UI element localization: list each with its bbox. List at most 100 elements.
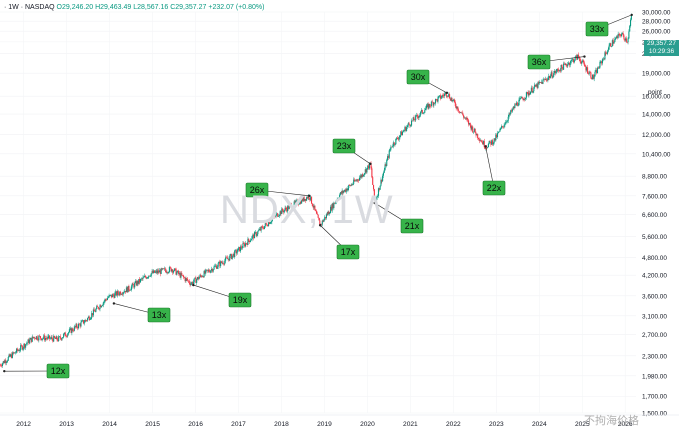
candle-body [431,101,433,103]
candle-body [236,251,238,254]
candle-body [620,35,622,37]
footer-watermark: 不拘海价格 [584,415,639,427]
annotation-arrow-tip [445,91,449,95]
x-tick-label: 2016 [188,421,203,428]
candle-body [77,323,80,329]
candle-body [429,103,431,106]
annotation-arrow-tip [308,194,311,197]
candle-body [609,43,611,46]
candle-body [316,213,318,215]
candle-body [517,105,519,106]
candle-body [403,130,405,132]
candle-body [4,360,6,364]
annotation-label: 12x [51,366,66,376]
annotation-badge [400,218,424,234]
candle-body [147,277,149,278]
candle-body [305,198,307,201]
candle-body [3,361,5,364]
candle-body [466,117,468,120]
candle-body [553,70,556,74]
candle-body [249,240,251,243]
candle-body [61,338,63,340]
y-tick-label: 1,980.00 [642,373,667,380]
candle-body [620,34,623,37]
candle-body [70,328,72,333]
candle-body [210,270,212,273]
x-tick-label: 2025 [575,421,590,428]
candle-body [362,174,364,177]
annotation-arrow-tip [583,55,586,58]
candle-body [368,162,370,169]
candle-body [192,281,194,285]
candle-body [247,238,249,245]
candle-body [115,291,117,294]
candle-body [534,84,537,87]
y-tick-label: 16,000.00 [642,94,671,101]
candle-body [560,65,562,72]
candle-body [629,26,631,32]
candle-body [125,290,127,293]
candle-body [103,301,105,303]
candle-body [508,113,510,117]
candle-body [527,92,529,96]
candle-body [104,299,106,302]
y-tick-label: 1,500.00 [642,411,667,418]
candle-body [387,156,389,158]
candle-body [88,316,90,320]
candle-body [501,126,503,129]
candle-body [189,283,191,285]
candle-body [101,305,103,308]
candle-body [106,297,108,301]
ohlc-legend: · 1W · NASDAQ O29,246.20 H29,463.49 L28,… [4,4,264,11]
candle-body [513,106,515,109]
candle-body [344,189,346,192]
candle-body [454,102,456,107]
candle-body [244,243,246,247]
y-tick-label: 7,600.00 [642,193,667,200]
candle-body [220,261,223,263]
candle-body [521,97,523,99]
x-tick-label: 2013 [59,421,74,428]
candle-body [367,165,369,168]
candle-body [294,201,296,203]
candle-body [570,60,572,64]
candle-body [414,119,416,121]
candle-body [238,247,240,249]
candle-body [19,350,21,351]
candle-body [625,38,627,42]
candle-body [405,127,407,131]
candle-body [512,106,514,110]
x-tick-label: 2020 [360,421,375,428]
candle-body [449,94,451,99]
candle-body [537,82,539,88]
candle-body [47,336,49,339]
candle-body [91,313,93,318]
candle-body [343,191,345,193]
candle-body [65,336,67,337]
candle-body [540,81,542,83]
candle-body [495,134,497,141]
candle-body [166,272,168,273]
candle-body [216,266,218,269]
candle-body [80,322,82,327]
candle-body [258,230,260,232]
candle-body [409,124,411,126]
annotation-badge [406,69,430,85]
candle-body [199,275,201,278]
candle-body [44,338,47,341]
candle-body [9,354,11,357]
candle-body [356,179,358,181]
candle-body [335,201,337,202]
candle-body [311,203,313,207]
candle-body [7,357,9,361]
candle-body [233,253,235,257]
candle-body [363,173,365,175]
candle-body [295,200,297,203]
candle-body [263,228,265,229]
candle-body [174,268,176,270]
candle-body [626,41,628,43]
candle-body [449,98,451,101]
annotation-label: 21x [405,221,420,231]
